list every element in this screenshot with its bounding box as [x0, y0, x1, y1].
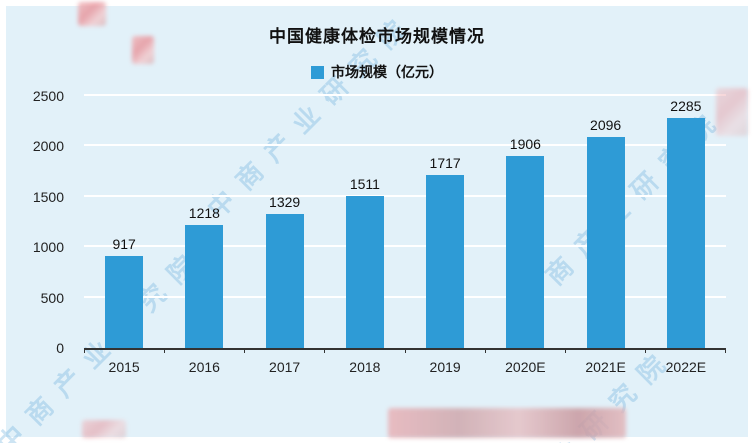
legend-label: 市场规模（亿元） — [331, 64, 443, 80]
bar — [345, 195, 384, 348]
censor-mark — [82, 420, 126, 438]
legend-swatch — [311, 65, 324, 79]
bar — [105, 255, 144, 348]
bar — [586, 136, 625, 348]
bar-value-label: 2096 — [590, 116, 622, 133]
bar-value-label: 1218 — [188, 205, 220, 222]
bar-value-label: 1329 — [269, 194, 301, 211]
y-tick-label: 2500 — [32, 88, 64, 104]
x-axis-labels: 2015 2016 2017 2018 2019 2020E 2021E 2022E — [84, 359, 726, 375]
x-axis-category-label: 2018 — [349, 359, 381, 375]
bar-value-label: 1511 — [349, 175, 380, 192]
y-tick-label: 2000 — [32, 138, 64, 155]
x-tick — [406, 348, 486, 353]
x-axis-category-label: 2020E — [505, 359, 546, 375]
bar-value-label: 917 — [112, 235, 136, 252]
bar — [185, 225, 224, 348]
x-tick — [486, 348, 566, 353]
x-axis-category-label: 2016 — [188, 359, 220, 375]
x-tick — [165, 348, 246, 353]
x-tick — [245, 348, 326, 353]
bar — [666, 117, 705, 348]
x-tick — [325, 348, 406, 353]
y-tick-label: 1000 — [32, 239, 64, 256]
x-axis-category-label: 2015 — [108, 359, 140, 375]
bar-column: 1511 — [325, 96, 405, 348]
bar — [506, 155, 545, 348]
gridline — [84, 144, 726, 147]
censor-mark — [716, 88, 748, 136]
y-tick-label: 500 — [40, 289, 64, 306]
gridline — [84, 94, 726, 96]
bar-column: 1329 — [245, 96, 325, 348]
bar-column: 1906 — [485, 96, 565, 348]
x-axis-ticks — [84, 348, 726, 353]
bar-column: 2096 — [566, 96, 646, 348]
x-axis-category-label: 2021E — [585, 359, 626, 375]
legend: 市场规模（亿元） — [6, 62, 748, 82]
bar-value-label: 2285 — [670, 97, 702, 114]
bar-column: 1717 — [405, 96, 485, 348]
bar-column: 917 — [84, 96, 164, 348]
x-tick — [85, 348, 166, 353]
gridline — [84, 194, 726, 197]
gridline — [84, 295, 726, 298]
y-tick-label: 0 — [56, 340, 64, 356]
x-axis-category-label: 2019 — [429, 359, 461, 375]
x-tick — [646, 348, 726, 353]
x-axis-category-label: 2017 — [269, 359, 301, 375]
bar — [426, 174, 465, 348]
plot-area: 917 1218 1329 1511 1717 1906 2096 2285 — [84, 94, 726, 350]
x-axis-category-label: 2022E — [665, 359, 707, 375]
bar-column: 2285 — [646, 96, 726, 348]
bars-container: 917 1218 1329 1511 1717 1906 2096 2285 — [84, 96, 726, 348]
bar-value-label: 1717 — [429, 154, 461, 171]
gridline — [84, 245, 726, 248]
bar — [265, 214, 304, 348]
chart-title: 中国健康体检市场规模情况 — [269, 27, 485, 46]
bar-value-label: 1906 — [509, 135, 541, 152]
plot-area-wrap: 0 500 1000 1500 2000 2500 917 1218 1329 1511 1717… — [6, 88, 748, 356]
bar-column: 1218 — [164, 96, 244, 348]
y-axis: 0 500 1000 1500 2000 2500 — [6, 88, 74, 356]
censor-mark — [388, 408, 626, 438]
censor-mark — [132, 36, 154, 64]
y-tick-label: 1500 — [32, 188, 64, 205]
x-tick — [566, 348, 646, 353]
censor-mark — [78, 2, 106, 26]
